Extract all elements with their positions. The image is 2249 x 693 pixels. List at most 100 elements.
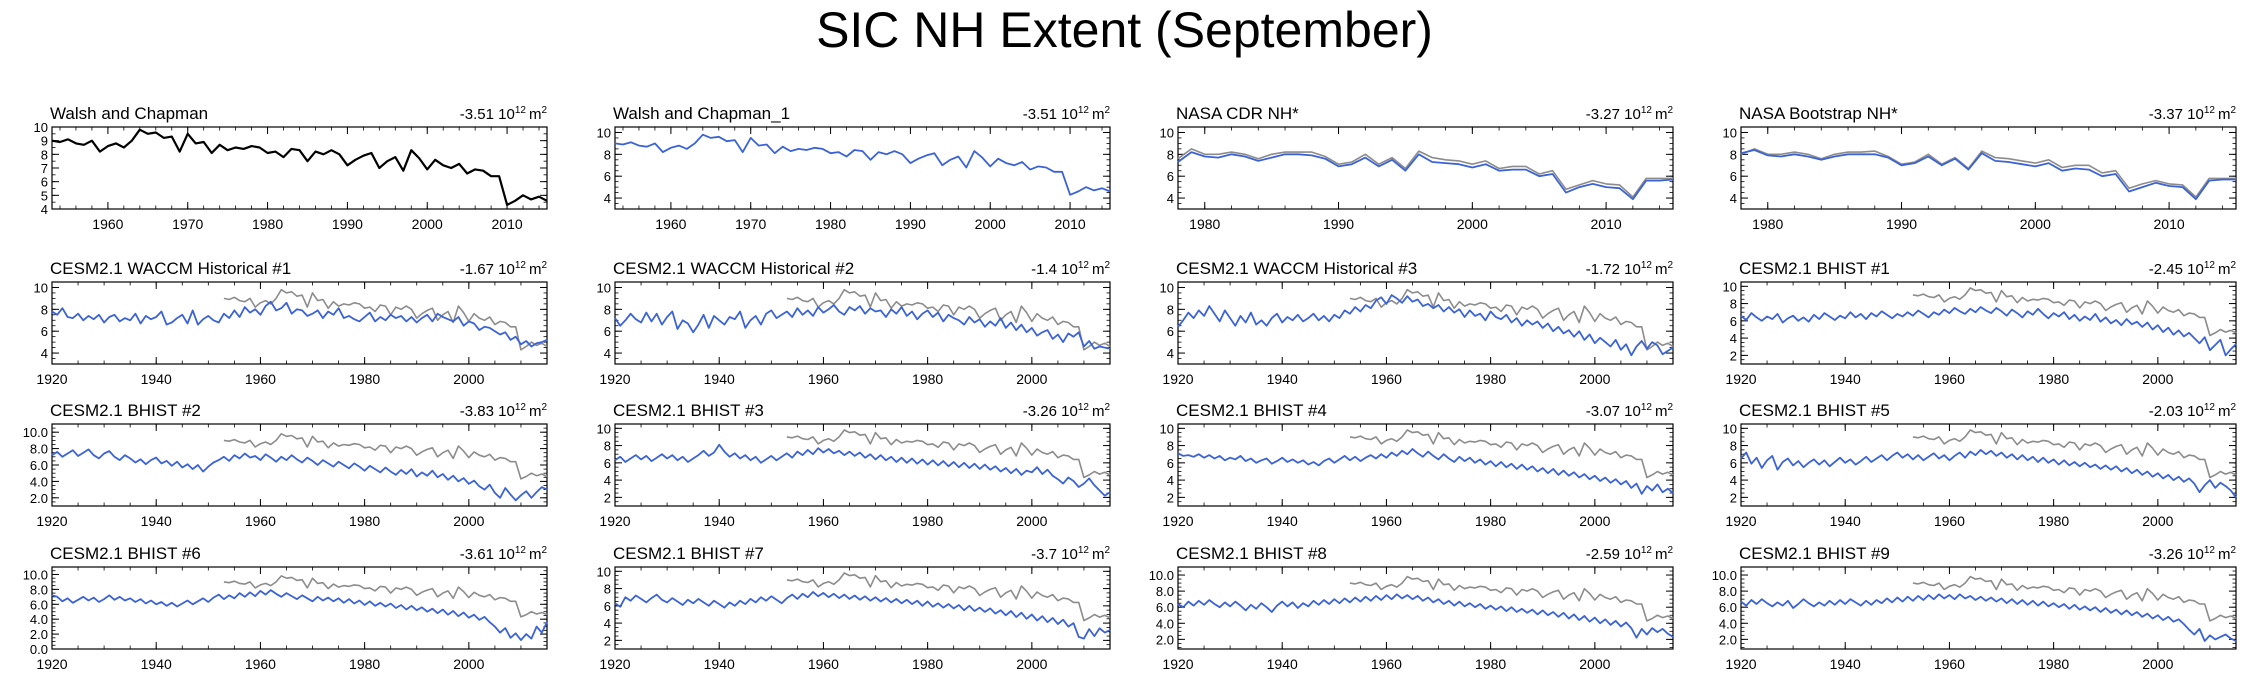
y-tick-label: 8 [1167,302,1174,317]
panel: NASA CDR NH* -3.27 1012 m2 4 6 8 10 1980 1990 200… [1160,104,1674,232]
trend-unit-exponent: 2 [1104,402,1110,413]
x-tick-label: 2000 [975,216,1006,232]
y-tick-label: 4 [604,346,611,361]
y-tick-label: 4 [1730,191,1737,206]
series-line-model [51,448,548,502]
series-line-observed-overlay [1912,287,2237,337]
y-tick-label: 6 [604,169,611,184]
panel-title: Walsh and Chapman_1 [613,104,790,123]
x-tick-label: 1940 [1830,371,1861,387]
x-tick-label: 1940 [1267,371,1298,387]
x-tick-label: 1980 [2038,371,2069,387]
trend-unit-exponent: 2 [1667,105,1673,116]
y-tick-label: 8 [1167,439,1174,454]
trend-unit: m [1655,106,1668,123]
y-tick-label: 8.0 [1719,584,1737,599]
x-tick-label: 1920 [1162,513,1193,529]
x-tick-label: 1980 [1752,216,1783,232]
trend-unit-exponent: 2 [1667,545,1673,556]
y-tick-label: 8.0 [30,582,48,597]
y-tick-label: 6 [604,599,611,614]
y-tick-label: 10 [1160,421,1174,436]
x-tick-label: 2000 [1457,216,1488,232]
trend-unit: m [1655,546,1668,563]
x-tick-label: 1920 [1725,656,1756,672]
x-tick-label: 1970 [172,216,203,232]
trend-unit: m [529,106,542,123]
series-line-model [614,133,1111,196]
y-tick-label: 10 [1723,421,1737,436]
y-tick-label: 6 [1167,169,1174,184]
y-tick-label: 2 [604,633,611,648]
y-tick-label: 5 [41,188,48,203]
series-line-observed-overlay [786,429,1111,479]
trend-exponent: 12 [1078,260,1090,271]
series-line-observed-overlay [1349,575,1674,622]
y-tick-label: 4 [1167,473,1174,488]
trend-label: -3.26 1012 m2 [1023,402,1111,420]
x-tick-label: 1940 [141,371,172,387]
series-line-observed-overlay [223,432,548,480]
trend-value: -3.83 10 [460,403,515,420]
plot-frame [51,423,548,507]
trend-label: -1.72 1012 m2 [1586,260,1674,278]
panel-title: CESM2.1 WACCM Historical #1 [50,259,291,278]
trend-label: -3.83 1012 m2 [460,402,548,420]
x-tick-label: 1940 [141,656,172,672]
x-tick-label: 2000 [1579,513,1610,529]
y-tick-label: 6 [1167,324,1174,339]
x-tick-label: 1980 [1189,216,1220,232]
trend-unit: m [2218,106,2231,123]
x-tick-label: 1940 [1830,513,1861,529]
x-tick-label: 1920 [1162,656,1193,672]
y-tick-label: 6.0 [1719,600,1737,615]
series-line-model [1740,593,2237,642]
x-tick-label: 1960 [1934,371,1965,387]
trend-exponent: 12 [2204,260,2216,271]
trend-unit-exponent: 2 [541,402,547,413]
y-tick-label: 8 [1730,297,1737,312]
trend-unit: m [1655,403,1668,420]
y-tick-label: 2 [1167,490,1174,505]
panel: CESM2.1 WACCM Historical #2 -1.4 1012 m2 4 6… [597,259,1111,387]
trend-unit-exponent: 2 [2230,545,2236,556]
panel-title: NASA CDR NH* [1176,104,1299,123]
trend-label: -3.51 1012 m2 [1023,105,1111,123]
series-line-model [1740,306,2237,357]
x-tick-label: 1980 [2038,513,2069,529]
trend-exponent: 12 [515,105,527,116]
x-tick-label: 1960 [1371,371,1402,387]
y-tick-label: 10.0 [1712,568,1737,583]
trend-unit-exponent: 2 [541,545,547,556]
x-tick-label: 1960 [655,216,686,232]
x-tick-label: 1980 [912,371,943,387]
y-tick-label: 4 [1730,331,1737,346]
y-tick-label: 10 [597,421,611,436]
y-tick-label: 8 [604,439,611,454]
panel-title: CESM2.1 BHIST #4 [1176,401,1327,420]
trend-label: -3.7 1012 m2 [1031,545,1110,563]
trend-value: -1.67 10 [460,261,515,278]
x-tick-label: 1960 [1934,513,1965,529]
series-line-observed-overlay [1912,575,2237,622]
x-tick-label: 1970 [735,216,766,232]
x-tick-label: 1980 [2038,656,2069,672]
y-tick-label: 10 [597,125,611,140]
trend-label: -1.4 1012 m2 [1031,260,1110,278]
x-tick-label: 1920 [36,513,67,529]
y-tick-label: 8 [41,147,48,162]
y-tick-label: 8 [604,147,611,162]
series-line-observed-overlay [1740,148,2236,198]
x-tick-label: 1940 [704,656,735,672]
trend-label: -3.07 1012 m2 [1586,402,1674,420]
panel: CESM2.1 WACCM Historical #1 -1.67 1012 m2 4… [34,259,548,387]
trend-unit-exponent: 2 [2230,260,2236,271]
x-tick-label: 1960 [1371,656,1402,672]
y-tick-label: 4.0 [1719,616,1737,631]
series-line-model [1740,149,2236,201]
panel: CESM2.1 BHIST #9 -3.26 1012 m2 2.04.06.08.0… [1712,544,2237,672]
plot-frame [51,281,548,365]
x-tick-label: 2010 [1591,216,1622,232]
trend-value: -2.45 10 [2149,261,2204,278]
